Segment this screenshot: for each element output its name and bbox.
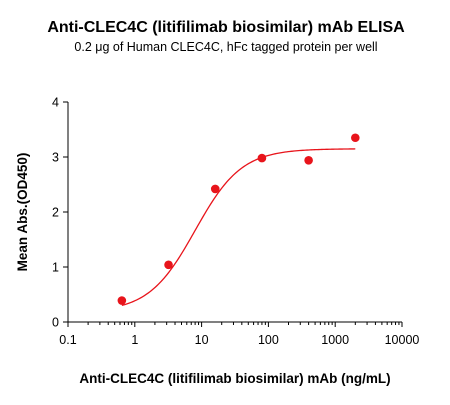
y-tick-label: 4 [52,96,59,110]
data-point [117,296,127,305]
data-point [351,133,360,143]
data-point [210,184,220,194]
x-tick-label: 10 [195,333,209,347]
x-tick-label: 0.1 [59,333,76,347]
x-tick-label: 10000 [385,333,420,347]
y-tick-label: 0 [52,316,59,330]
x-tick-label: 1 [131,333,138,347]
x-tick-label: 100 [258,333,279,347]
y-tick-label: 2 [52,206,59,220]
x-axis-title: Anti-CLEC4C (litifilimab biosimilar) mAb… [79,371,390,386]
chart-subtitle: 0.2 μg of Human CLEC4C, hFc tagged prote… [74,40,377,54]
chart-title: Anti-CLEC4C (litifilimab biosimilar) mAb… [47,19,405,36]
data-point [164,260,173,270]
data-point [304,156,313,165]
y-tick-label: 1 [52,261,59,275]
fit-curve [121,148,356,307]
x-tick-label: 1000 [321,333,349,347]
y-axis-title: Mean Abs.(OD450) [15,153,30,272]
y-tick-label: 3 [52,151,59,165]
plot-area: 0.1 1 10 100 1000 10000 0 1 2 3 4 [52,96,419,348]
data-point [257,153,267,163]
